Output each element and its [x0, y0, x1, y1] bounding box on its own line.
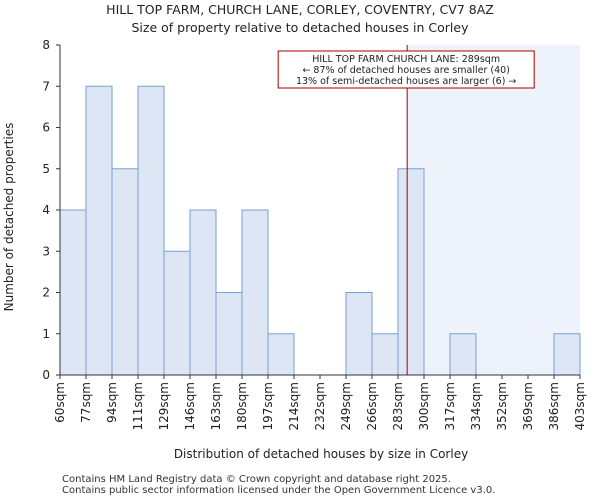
y-tick-label: 8 [42, 38, 50, 52]
histogram-bar [189, 209, 217, 376]
annotation-line: ← 87% of detached houses are smaller (40… [302, 65, 509, 76]
x-tick-label: 94sqm [105, 382, 119, 423]
histogram-bar [241, 209, 269, 376]
x-tick-label: 249sqm [339, 382, 353, 430]
histogram-bar [111, 168, 139, 376]
histogram-bar [267, 333, 295, 376]
y-tick-label: 0 [42, 368, 50, 382]
x-tick-label: 214sqm [287, 382, 301, 430]
x-tick-label: 334sqm [469, 382, 483, 430]
histogram-bar [59, 209, 87, 376]
footer-licence: Contains public sector information licen… [62, 485, 496, 496]
x-tick-label: 60sqm [53, 382, 67, 423]
x-tick-label: 197sqm [261, 382, 275, 430]
chart-title: HILL TOP FARM, CHURCH LANE, CORLEY, COVE… [106, 2, 494, 17]
annotation-line: 13% of semi-detached houses are larger (… [296, 76, 516, 87]
x-tick-label: 403sqm [573, 382, 587, 430]
histogram-bar [215, 292, 243, 376]
x-tick-label: 283sqm [391, 382, 405, 430]
histogram-bar [371, 333, 399, 376]
histogram-bar [345, 292, 373, 376]
footer-copyright: Contains HM Land Registry data © Crown c… [62, 474, 451, 485]
x-tick-label: 386sqm [547, 382, 561, 430]
y-tick-label: 7 [42, 79, 50, 93]
x-tick-label: 163sqm [209, 382, 223, 430]
y-tick-label: 3 [42, 244, 50, 258]
y-tick-label: 4 [42, 203, 50, 217]
histogram-bar [163, 250, 191, 376]
x-tick-label: 352sqm [495, 382, 509, 430]
histogram-bar [137, 85, 165, 376]
x-tick-label: 180sqm [235, 382, 249, 430]
x-tick-label: 129sqm [157, 382, 171, 430]
y-axis-label: Number of detached properties [2, 123, 16, 312]
histogram-bar [397, 168, 425, 376]
y-tick-label: 1 [42, 327, 50, 341]
larger-properties-region [407, 45, 580, 375]
histogram-bar [85, 85, 113, 376]
x-tick-label: 300sqm [417, 382, 431, 430]
x-axis-label: Distribution of detached houses by size … [174, 447, 468, 461]
y-tick-label: 6 [42, 121, 50, 135]
annotation-line: HILL TOP FARM CHURCH LANE: 289sqm [312, 54, 500, 65]
histogram-bar [449, 333, 477, 376]
y-tick-label: 5 [42, 162, 50, 176]
x-tick-label: 317sqm [443, 382, 457, 430]
annotation-box [277, 50, 535, 89]
x-tick-label: 369sqm [521, 382, 535, 430]
x-tick-label: 111sqm [131, 382, 145, 430]
histogram-bar [553, 333, 581, 376]
x-tick-label: 266sqm [365, 382, 379, 430]
chart-subtitle: Size of property relative to detached ho… [131, 20, 469, 35]
y-tick-label: 2 [42, 286, 50, 300]
x-tick-label: 232sqm [313, 382, 327, 430]
x-tick-label: 146sqm [183, 382, 197, 430]
x-tick-label: 77sqm [79, 382, 93, 423]
